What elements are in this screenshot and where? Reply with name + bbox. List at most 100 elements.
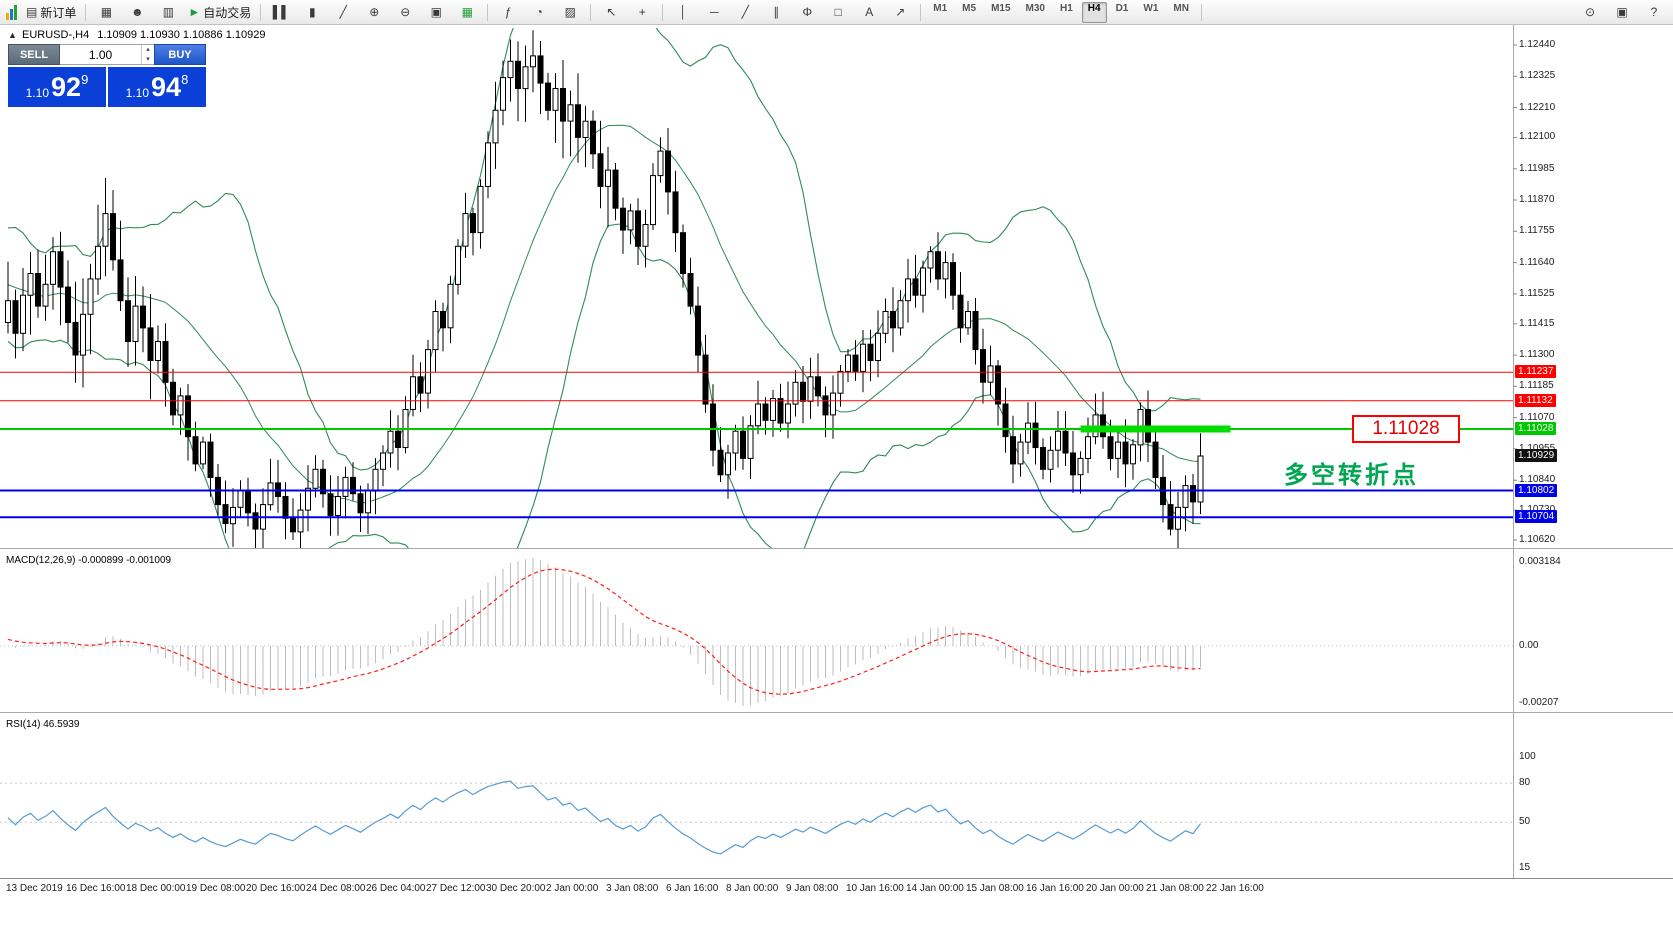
fibonacci-button[interactable]: Φ bbox=[792, 1, 822, 24]
price-level-badge: 1.10802 bbox=[1515, 483, 1558, 497]
y-axis-label: 1.10730 bbox=[1519, 504, 1555, 515]
macd-scale-min: -0.00207 bbox=[1519, 697, 1559, 708]
text-button[interactable]: A bbox=[854, 1, 884, 24]
autotrading-button[interactable]: ► 自动交易 bbox=[184, 1, 255, 24]
vertical-line-button[interactable]: │ bbox=[668, 1, 698, 24]
grid-icon: ▦ bbox=[461, 5, 473, 19]
fibonacci-icon: Φ bbox=[802, 5, 813, 19]
timeframe-button-m5[interactable]: M5 bbox=[962, 2, 977, 14]
y-axis-label: 1.11640 bbox=[1519, 256, 1555, 268]
one-click-collapse-icon[interactable]: ▲ bbox=[8, 30, 17, 40]
macd-scale-zero: 0.00 bbox=[1519, 639, 1539, 651]
text-icon: A bbox=[865, 5, 874, 19]
periods-icon: ◔ bbox=[535, 5, 543, 19]
candlestick-chart-icon: ▮ bbox=[308, 5, 316, 19]
market-watch-icon: ▥ bbox=[162, 5, 175, 19]
horizontal-line-button[interactable]: ─ bbox=[699, 1, 729, 24]
market-watch-button[interactable]: ▥ bbox=[153, 1, 183, 24]
y-axis-label: 1.10840 bbox=[1519, 474, 1556, 486]
timeframe-button-d1[interactable]: D1 bbox=[1115, 2, 1129, 14]
buy-price-button[interactable]: 1.10 94 8 bbox=[108, 67, 206, 107]
help-button[interactable]: ? bbox=[1639, 1, 1669, 24]
zoom-in-button[interactable]: ⊕ bbox=[359, 1, 389, 24]
toolbar-separator bbox=[1200, 3, 1202, 21]
price-callout[interactable]: 1.11028 bbox=[1352, 415, 1460, 443]
tile-windows-button[interactable]: ▣ bbox=[421, 1, 451, 24]
timeframe-button-w1[interactable]: W1 bbox=[1143, 2, 1159, 14]
time-axis-label: 13 Dec 2019 bbox=[6, 883, 63, 894]
new-order-button[interactable]: ▤ 新订单 bbox=[22, 1, 80, 24]
y-axis-label: 1.11415 bbox=[1519, 317, 1555, 329]
channel-icon: ∥ bbox=[773, 5, 780, 19]
crosshair-icon: + bbox=[638, 5, 646, 19]
current-price-badge: 1.10929 bbox=[1515, 448, 1558, 462]
volume-input[interactable] bbox=[60, 45, 141, 64]
price-level-badge: 1.10704 bbox=[1515, 510, 1558, 524]
macd-signal-line bbox=[7, 568, 1201, 695]
price-level-badge: 1.11237 bbox=[1515, 365, 1557, 379]
candles-group bbox=[5, 30, 1204, 548]
sell-button[interactable]: SELL bbox=[8, 44, 60, 65]
new-order-icon: ▤ bbox=[26, 5, 38, 19]
buy-button[interactable]: BUY bbox=[154, 44, 206, 65]
timeframe-button-m15[interactable]: M15 bbox=[991, 2, 1011, 14]
volume-field: ▴ ▾ bbox=[60, 44, 154, 65]
ohlc-values: 1.10909 1.10930 1.10886 1.10929 bbox=[97, 29, 266, 41]
y-axis-label: 1.11525 bbox=[1519, 287, 1555, 299]
shapes-button[interactable]: □ bbox=[823, 1, 853, 24]
volume-decrease-button[interactable]: ▾ bbox=[146, 55, 150, 63]
zoom-out-button[interactable]: ⊖ bbox=[390, 1, 420, 24]
bar-chart-button[interactable]: ▌▌ bbox=[266, 1, 296, 24]
arrow-button[interactable]: ↗ bbox=[885, 1, 915, 24]
periods-button[interactable]: ◔ bbox=[524, 1, 554, 24]
time-axis-label: 22 Jan 16:00 bbox=[1206, 883, 1264, 894]
timeframe-button-m30[interactable]: M30 bbox=[1025, 2, 1045, 14]
time-axis-label: 15 Jan 08:00 bbox=[966, 883, 1024, 894]
rsi-pane bbox=[0, 780, 1513, 855]
bollinger-middle-line bbox=[7, 124, 1201, 504]
autotrading-button-label: 自动交易 bbox=[203, 5, 252, 20]
charts-window-button[interactable]: ▦ bbox=[91, 1, 121, 24]
help-icon: ? bbox=[1650, 5, 1658, 19]
indicators-button[interactable]: ƒ bbox=[493, 1, 523, 24]
timeframe-button-h1[interactable]: H1 bbox=[1059, 2, 1073, 14]
toolbar-separator bbox=[487, 3, 489, 21]
time-axis-label: 2 Jan 00:00 bbox=[546, 883, 599, 894]
sell-price-button[interactable]: 1.10 92 9 bbox=[8, 67, 106, 107]
vertical-line-icon: │ bbox=[679, 5, 688, 19]
search-button[interactable]: ⊙ bbox=[1575, 1, 1605, 24]
timeframe-button-h4[interactable]: H4 bbox=[1081, 1, 1107, 23]
time-axis-label: 14 Jan 00:00 bbox=[906, 883, 964, 894]
crosshair-button[interactable]: + bbox=[627, 1, 657, 24]
line-chart-button[interactable]: ╱ bbox=[328, 1, 358, 24]
cursor-button[interactable]: ↖ bbox=[596, 1, 626, 24]
arrow-icon: ↗ bbox=[895, 5, 906, 19]
candlestick-chart-button[interactable]: ▮ bbox=[297, 1, 327, 24]
templates-icon: ▨ bbox=[564, 5, 576, 19]
charts-window-icon: ▦ bbox=[100, 5, 113, 19]
zoom-in-icon: ⊕ bbox=[369, 5, 380, 19]
autotrading-icon: ► bbox=[188, 5, 201, 19]
new-window-button[interactable]: ▣ bbox=[1607, 1, 1637, 24]
one-click-top-row: SELL ▴ ▾ BUY bbox=[8, 44, 206, 65]
time-axis-label: 10 Jan 16:00 bbox=[846, 883, 904, 894]
y-axis-label: 1.12100 bbox=[1519, 131, 1556, 143]
time-axis-label: 20 Jan 00:00 bbox=[1086, 883, 1144, 894]
trendline-button[interactable]: ╱ bbox=[730, 1, 760, 24]
channel-button[interactable]: ∥ bbox=[761, 1, 791, 24]
grid-button[interactable]: ▦ bbox=[452, 1, 482, 24]
trendline-icon: ╱ bbox=[741, 5, 749, 19]
timeframe-button-mn[interactable]: MN bbox=[1173, 2, 1189, 14]
timeframe-button-m1[interactable]: M1 bbox=[933, 2, 948, 14]
horizontal-line-icon: ─ bbox=[710, 5, 719, 19]
templates-button[interactable]: ▨ bbox=[555, 1, 585, 24]
buy-price-pip: 8 bbox=[181, 72, 189, 87]
volume-increase-button[interactable]: ▴ bbox=[146, 46, 150, 54]
profiles-button[interactable]: ☻ bbox=[122, 1, 152, 24]
time-axis-label: 16 Dec 16:00 bbox=[66, 883, 126, 894]
time-axis-label: 18 Dec 00:00 bbox=[126, 883, 186, 894]
annotation-text[interactable]: 多空转折点 bbox=[1284, 462, 1419, 489]
symbol-period-label: EURUSD-,H4 bbox=[22, 29, 90, 41]
